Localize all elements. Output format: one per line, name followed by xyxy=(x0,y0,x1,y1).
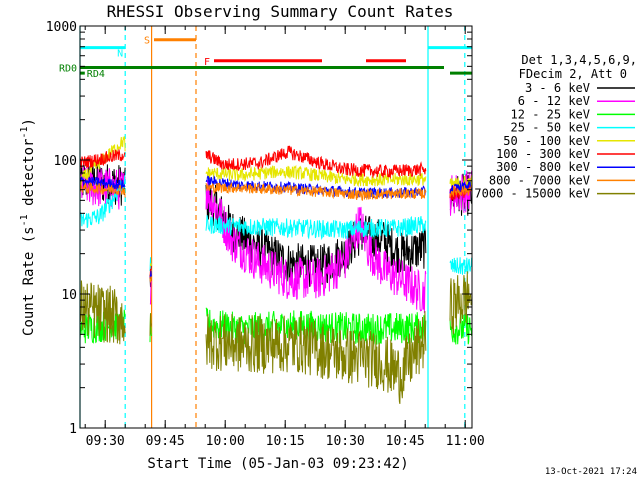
flag-label-s: S xyxy=(144,36,150,47)
series-line-5-seg-0 xyxy=(79,149,126,169)
series-line-7-seg-3 xyxy=(449,184,473,198)
series-line-8-seg-2 xyxy=(205,310,427,405)
legend-label-0: 3 - 6 keV xyxy=(525,81,590,95)
legend-label-3: 25 - 50 keV xyxy=(511,121,590,135)
x-axis-label: Start Time (05-Jan-03 09:23:42) xyxy=(147,456,408,472)
series-line-5-seg-2 xyxy=(205,145,427,180)
series-line-7-seg-1 xyxy=(149,276,152,283)
series-line-1-seg-1 xyxy=(149,281,152,305)
y-tick-label-2: 100 xyxy=(54,154,77,169)
y-label-sup2: -1 xyxy=(19,126,30,138)
flag-label-rd0: RD0 xyxy=(59,64,77,75)
legend-label-7: 800 - 7000 keV xyxy=(489,173,590,187)
series-line-8-seg-3 xyxy=(449,271,473,335)
flag-label-rd4: RD4 xyxy=(87,69,105,80)
x-tick-label-3: 10:15 xyxy=(266,434,305,449)
timestamp: 13-Oct-2021 17:24 xyxy=(545,467,637,477)
x-tick-label-4: 10:30 xyxy=(326,434,365,449)
plot-frame xyxy=(79,25,473,429)
series-line-8-seg-1 xyxy=(149,313,152,336)
legend-label-8: 7000 - 15000 keV xyxy=(474,187,590,201)
legend-header-line-1: Det 1,3,4,5,6,9, xyxy=(521,53,637,67)
y-label-mid: detector xyxy=(21,139,37,215)
y-tick-label-0: 1 xyxy=(69,422,77,437)
legend-header-line-2: FDecim 2, Att 0 xyxy=(519,67,627,81)
series-line-1-seg-2 xyxy=(205,179,427,314)
y-label-main: Count Rate (s xyxy=(21,226,37,336)
x-tick-label-5: 10:45 xyxy=(386,434,425,449)
flag-label-n: N xyxy=(117,49,123,60)
x-tick-label-0: 09:30 xyxy=(86,434,125,449)
y-tick-label-1: 10 xyxy=(61,288,77,303)
legend-label-2: 12 - 25 keV xyxy=(511,107,590,121)
series-line-6-seg-1 xyxy=(149,270,152,278)
legend: Det 1,3,4,5,6,9, FDecim 2, Att 0 3 - 6 k… xyxy=(474,53,637,201)
ticks: 09:30 09:45 10:00 10:15 10:30 10:45 11:00 1 10 10… xyxy=(46,20,485,449)
y-label-end: ) xyxy=(21,118,37,126)
plot-content xyxy=(79,26,473,428)
axes xyxy=(79,25,473,429)
legend-label-1: 6 - 12 keV xyxy=(518,94,590,108)
chart-title: RHESSI Observing Summary Count Rates xyxy=(107,2,454,21)
legend-label-6: 300 - 800 keV xyxy=(496,160,590,174)
flag-bars: S F N RD0 RD4 xyxy=(59,36,472,80)
legend-label-4: 50 - 100 keV xyxy=(503,134,590,148)
series-line-7-seg-0 xyxy=(79,182,126,198)
series-line-3-seg-3 xyxy=(449,257,473,275)
y-tick-label-3: 1000 xyxy=(46,20,77,35)
x-tick-label-1: 09:45 xyxy=(146,434,185,449)
x-tick-label-6: 11:00 xyxy=(446,434,485,449)
series-line-3-seg-2 xyxy=(205,215,427,241)
x-tick-label-2: 10:00 xyxy=(206,434,245,449)
y-axis-label: Count Rate (s-1 detector-1) xyxy=(19,118,37,336)
series-line-6-seg-0 xyxy=(79,176,126,191)
y-label-sup1: -1 xyxy=(19,214,30,226)
series-line-8-seg-0 xyxy=(79,280,126,345)
series-line-4-seg-1 xyxy=(149,263,152,267)
legend-label-5: 100 - 300 keV xyxy=(496,147,590,161)
series-line-7-seg-2 xyxy=(205,182,427,201)
flag-label-f: F xyxy=(204,57,210,68)
